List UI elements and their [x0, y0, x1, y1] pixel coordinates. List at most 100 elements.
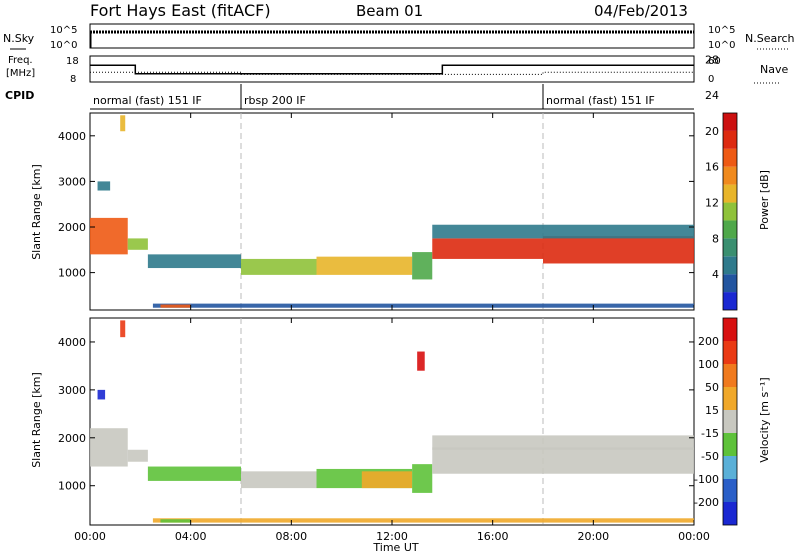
scatter-band [127, 238, 148, 250]
x-tick-label: 20:00 [577, 530, 609, 543]
x-tick-label: 00:00 [74, 530, 106, 543]
colorbar-frame [722, 317, 738, 526]
colorbar-tick-label: 4 [712, 268, 719, 281]
nave-tick-top: 60 [708, 56, 721, 67]
colorbar-cell [723, 274, 737, 293]
scatter-band [152, 303, 694, 308]
colorbar-tick-label: 15 [705, 404, 719, 417]
scatter-band [432, 224, 694, 239]
scatter-band [412, 252, 433, 280]
colorbar-tick-label: 28 [705, 53, 719, 66]
scatter-band [147, 466, 241, 481]
colorbar-frame [722, 112, 738, 311]
power-yticks: 1000 2000 3000 4000 [58, 130, 694, 280]
power-panel-frame [89, 112, 695, 311]
noise-tick-right-top: 10^5 [708, 25, 735, 36]
y-tick-label: 1000 [58, 267, 86, 280]
cpid-segment-label: rbsp 200 IF [244, 94, 306, 107]
y-tick-label: 1000 [58, 480, 86, 493]
colorbar-cell [723, 238, 737, 257]
nsearch-label: N.Search [745, 32, 795, 45]
noise-tick-left-bottom: 10^0 [50, 40, 77, 51]
scatter-band [160, 519, 191, 523]
colorbar-tick-label: 12 [705, 197, 719, 210]
scatter-band [432, 447, 694, 474]
velocity-plot-area [90, 318, 694, 525]
scatter-band [147, 254, 241, 269]
x-tick-label: 00:00 [678, 530, 710, 543]
colorbar-cell [723, 502, 737, 525]
noise-tick-right-bottom: 10^0 [708, 40, 735, 51]
colorbar-cell [723, 387, 737, 410]
beam-title: Beam 01 [356, 2, 423, 20]
scatter-band [241, 471, 317, 489]
noise-panel-frame [89, 23, 695, 49]
freq-label: Freq. [8, 55, 33, 66]
scatter-band [160, 304, 191, 308]
colorbar-cell [723, 292, 737, 310]
x-tick-label: 04:00 [175, 530, 207, 543]
y-tick-label: 4000 [58, 336, 86, 349]
scatter-band [241, 258, 317, 275]
x-axis-ticks: 00:00 04:00 08:00 12:00 16:00 20:00 00:00 [74, 113, 710, 543]
colorbar-cell [723, 166, 737, 185]
y-tick-label: 2000 [58, 221, 86, 234]
scatter-band [417, 351, 425, 371]
nsky-label: N.Sky [3, 32, 35, 45]
freq-trace [90, 64, 694, 75]
noise-tick-left-top: 10^5 [50, 25, 77, 36]
velocity-yticks: 1000 2000 3000 4000 [58, 336, 694, 493]
cpid-segments: normal (fast) 151 IF rbsp 200 IF normal (f… [93, 84, 655, 109]
scatter-band [127, 449, 148, 462]
colorbar-cell [723, 456, 737, 479]
colorbar-cell [723, 433, 737, 456]
scatter-band [361, 471, 413, 489]
colorbar-tick-label: -50 [701, 450, 719, 463]
nave-label: Nave [760, 63, 788, 76]
x-tick-label: 12:00 [376, 530, 408, 543]
colorbar-tick-label: 50 [705, 381, 719, 394]
colorbar-cell [723, 113, 737, 131]
power-colorbar: 4 8 12 16 20 24 28 [705, 53, 738, 311]
colorbar-tick-label: 24 [705, 89, 719, 102]
power-ylabel: Slant Range [km] [30, 164, 43, 260]
colorbar-cell [723, 410, 737, 433]
scatter-band [120, 115, 126, 132]
colorbar-cell [723, 341, 737, 364]
freq-tick-bottom: 8 [70, 74, 76, 85]
colorbar-cell [723, 202, 737, 221]
scatter-band [543, 236, 694, 264]
cpid-label: CPID [5, 89, 34, 102]
velocity-panel-frame [89, 317, 695, 526]
colorbar-cell [723, 148, 737, 167]
power-plot-area [90, 113, 694, 310]
cpid-segment-label: normal (fast) 151 IF [93, 94, 202, 107]
velocity-colorbar: 200 100 50 15 -15 -50 -100 -200 [694, 317, 738, 526]
scatter-band [90, 428, 128, 467]
scatter-band [90, 217, 128, 255]
colorbar-tick-label: 100 [698, 358, 719, 371]
colorbar-cell [723, 479, 737, 502]
station-title: Fort Hays East (fitACF) [90, 1, 271, 20]
colorbar-cell [723, 364, 737, 387]
freq-tick-top: 18 [66, 56, 79, 67]
power-colorbar-label: Power [dB] [758, 170, 771, 230]
colorbar-cell [723, 256, 737, 275]
y-tick-label: 2000 [58, 432, 86, 445]
y-tick-label: 3000 [58, 175, 86, 188]
colorbar-cell [723, 184, 737, 203]
velocity-ylabel: Slant Range [km] [30, 372, 43, 468]
colorbar-tick-label: 200 [698, 335, 719, 348]
scatter-band [152, 518, 694, 523]
scatter-band [316, 256, 413, 275]
colorbar-cell [723, 130, 737, 149]
velocity-colorbar-label: Velocity [m s⁻¹] [758, 377, 771, 462]
colorbar-cell [723, 318, 737, 341]
x-axis-label: Time UT [372, 541, 418, 554]
scatter-band [432, 435, 694, 450]
scatter-band [412, 464, 433, 493]
scatter-band [120, 320, 126, 338]
y-tick-label: 3000 [58, 384, 86, 397]
